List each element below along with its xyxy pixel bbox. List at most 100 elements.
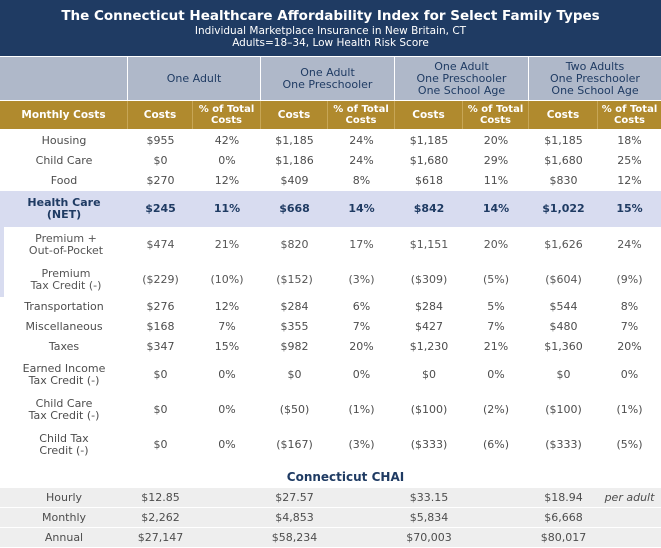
family-header-blank bbox=[0, 57, 128, 100]
row-label-line: Credit (-) bbox=[39, 443, 89, 457]
pct-cell: 15% bbox=[616, 202, 643, 215]
row-label-line: Housing bbox=[41, 134, 87, 147]
costs-header: Costs bbox=[128, 101, 193, 129]
table-row: Child Tax Credit (-) $0 0% ($167) (3%) ($333) (… bbox=[0, 427, 661, 462]
table-subtitle: Individual Marketplace Insurance in New … bbox=[194, 25, 467, 37]
row-label-line: Tax Credit (-) bbox=[30, 278, 102, 292]
pct-header-line: Costs bbox=[211, 115, 242, 126]
pct-cell: 20% bbox=[483, 237, 509, 251]
pct-header-line: Costs bbox=[345, 115, 377, 126]
chai-value: $18.94 bbox=[544, 490, 583, 504]
pct-cell: 0% bbox=[487, 367, 505, 381]
family-type-line: One Adult bbox=[166, 71, 222, 85]
chai-blank bbox=[328, 528, 395, 547]
pct-cell: 24% bbox=[349, 134, 374, 147]
pct-cell: 17% bbox=[349, 237, 374, 251]
table-title: The Connecticut Healthcare Affordability… bbox=[61, 8, 600, 24]
cost-cell: $0 bbox=[153, 402, 168, 416]
pct-cell: (5%) bbox=[616, 437, 643, 451]
chai-value: $12.85 bbox=[141, 490, 180, 504]
chai-blank bbox=[463, 528, 529, 547]
cost-cell: $409 bbox=[280, 174, 309, 187]
cost-cell: ($604) bbox=[545, 272, 582, 286]
pct-cell: 7% bbox=[352, 320, 371, 333]
table-row: Transportation $276 12% $284 6% $284 5% $544 8% bbox=[0, 297, 661, 317]
table-subtitle-2: Adults=18–34, Low Health Risk Score bbox=[232, 37, 429, 49]
pct-cell: 0% bbox=[218, 154, 236, 167]
chai-blank bbox=[328, 508, 395, 527]
family-type-line: One Preschooler bbox=[282, 77, 373, 91]
chai-value: $27.57 bbox=[275, 490, 314, 504]
chai-row-label: Monthly bbox=[41, 510, 87, 524]
pct-cell: (10%) bbox=[210, 272, 244, 286]
row-label: Health Care (NET) bbox=[0, 191, 128, 227]
row-label-line: Child Tax bbox=[39, 431, 89, 445]
pct-cell: 21% bbox=[214, 237, 240, 251]
family-type-header: One Adult One Preschooler One School Age bbox=[395, 57, 529, 100]
chai-row: Hourly $12.85 $27.57 $33.15 $18.94 per adult bbox=[0, 488, 661, 508]
cost-cell: $347 bbox=[146, 340, 175, 353]
chai-value: $27,147 bbox=[137, 530, 184, 544]
family-type-line: One School Age bbox=[417, 83, 506, 97]
pct-cell: (3%) bbox=[348, 437, 375, 451]
pct-cell: (9%) bbox=[616, 272, 643, 286]
chai-blank bbox=[193, 508, 261, 527]
family-type-header: Two Adults One Preschooler One School Age bbox=[529, 57, 661, 100]
monthly-costs-header: Monthly Costs bbox=[0, 101, 128, 129]
pct-header-line: % of Total bbox=[601, 104, 658, 115]
cost-cell: ($333) bbox=[410, 437, 448, 451]
pct-cell: 8% bbox=[352, 174, 371, 187]
cost-cell: ($152) bbox=[276, 272, 313, 286]
pct-cell: (5%) bbox=[482, 272, 510, 286]
pct-cell: 29% bbox=[483, 154, 509, 167]
pct-cell: 20% bbox=[483, 134, 509, 147]
pct-cell: 14% bbox=[482, 202, 510, 215]
pct-cell: 24% bbox=[617, 237, 642, 251]
pct-cell: 5% bbox=[487, 300, 505, 313]
title-banner: The Connecticut Healthcare Affordability… bbox=[0, 0, 661, 56]
pct-of-total-header: % of Total Costs bbox=[598, 101, 661, 129]
cost-cell: $1,022 bbox=[542, 202, 585, 215]
chai-blank bbox=[193, 528, 261, 547]
row-label-line: Taxes bbox=[48, 340, 80, 353]
family-type-header: One Adult One Preschooler bbox=[261, 57, 395, 100]
pct-header-line: % of Total bbox=[198, 104, 255, 115]
pct-cell: 25% bbox=[617, 154, 642, 167]
pct-cell: (6%) bbox=[482, 437, 510, 451]
cost-cell: $1,185 bbox=[275, 134, 314, 147]
pct-cell: 0% bbox=[352, 367, 371, 381]
cost-cell: $1,360 bbox=[544, 340, 583, 353]
pct-cell: 20% bbox=[617, 340, 642, 353]
cost-cell: ($167) bbox=[276, 437, 313, 451]
cost-cell: $820 bbox=[280, 237, 309, 251]
pct-header-line: Costs bbox=[614, 115, 645, 126]
row-label-line: Premium + bbox=[35, 231, 97, 245]
table-row: Food $270 12% $409 8% $618 11% $830 12% bbox=[0, 171, 661, 191]
cost-cell: $427 bbox=[415, 320, 443, 333]
cost-cell: $1,230 bbox=[409, 340, 449, 353]
chai-value: $2,262 bbox=[141, 510, 180, 524]
pct-cell: (2%) bbox=[482, 402, 510, 416]
row-label-line: Transportation bbox=[24, 300, 104, 313]
chai-blank bbox=[463, 488, 529, 507]
pct-cell: 11% bbox=[213, 202, 241, 215]
chai-row-label: Annual bbox=[44, 530, 84, 544]
row-label: Taxes bbox=[0, 337, 128, 357]
pct-cell: 0% bbox=[218, 367, 236, 381]
pct-cell: 0% bbox=[620, 367, 639, 381]
pct-cell: 18% bbox=[617, 134, 642, 147]
chai-value: $6,668 bbox=[544, 510, 583, 524]
pct-of-total-header: % of Total Costs bbox=[193, 101, 261, 129]
row-label-line: Premium bbox=[41, 266, 91, 280]
family-type-line: One Preschooler bbox=[416, 71, 507, 85]
pct-cell: 15% bbox=[214, 340, 240, 353]
pct-cell: 42% bbox=[214, 134, 240, 147]
cost-cell: $1,151 bbox=[409, 237, 449, 251]
chai-blank bbox=[193, 488, 261, 507]
chai-title-text: Connecticut CHAI bbox=[286, 470, 405, 484]
pct-header-line: % of Total bbox=[333, 104, 389, 115]
cost-cell: $1,680 bbox=[409, 154, 449, 167]
chai-section-title: Connecticut CHAI bbox=[0, 466, 661, 488]
table-row: Premium + Out-of-Pocket $474 21% $820 17% $1,1… bbox=[0, 227, 661, 262]
